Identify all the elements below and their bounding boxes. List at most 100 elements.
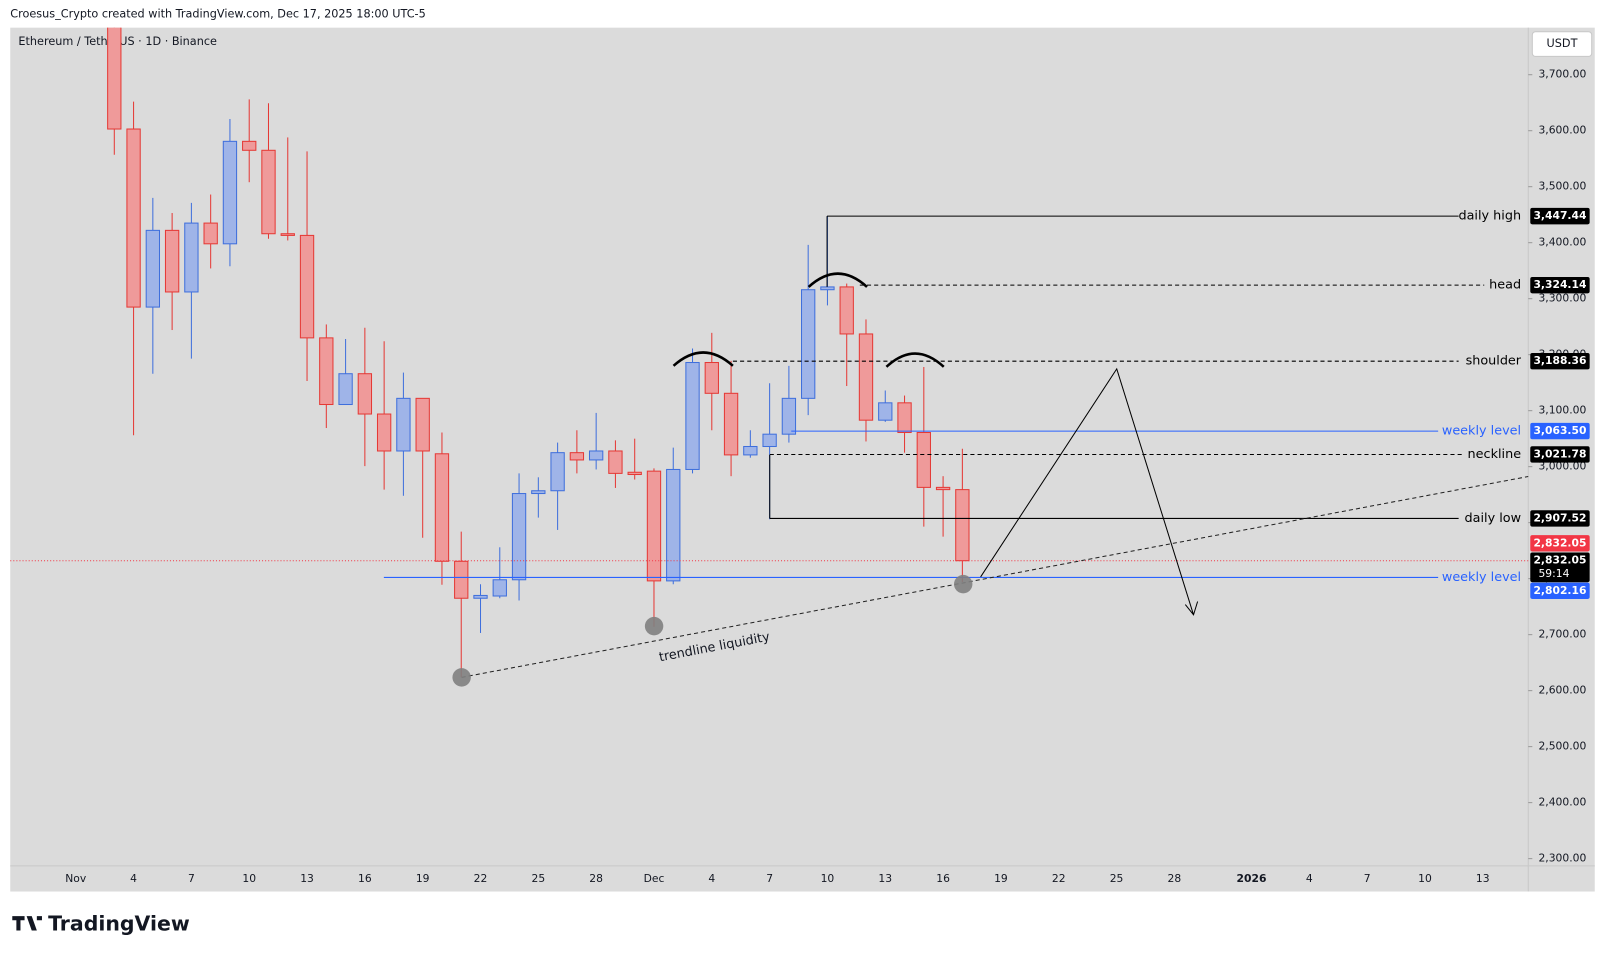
candle-body bbox=[781, 397, 797, 435]
y-tick-label: 2,400.00 bbox=[1538, 796, 1586, 809]
candle-body bbox=[107, 27, 122, 130]
price-tag-label: 3,447.44 bbox=[1533, 209, 1586, 222]
candle-body bbox=[396, 397, 411, 452]
candle-body bbox=[473, 594, 488, 599]
candle-body bbox=[916, 431, 931, 488]
projection-arrow bbox=[980, 367, 1199, 616]
candle-body bbox=[338, 373, 353, 406]
candle-body bbox=[955, 489, 970, 562]
candle-body bbox=[280, 233, 295, 236]
candle-body bbox=[164, 229, 180, 293]
x-tick-label: 16 bbox=[358, 872, 372, 885]
candle-body bbox=[203, 222, 218, 245]
candle-body bbox=[145, 229, 161, 308]
candle-body bbox=[415, 397, 430, 452]
x-tick-label: 22 bbox=[1052, 872, 1066, 885]
x-tick-label: 28 bbox=[1168, 872, 1182, 885]
currency-box bbox=[1531, 31, 1593, 57]
y-tick-label: 3,000.00 bbox=[1538, 460, 1586, 473]
candle-body bbox=[261, 149, 276, 235]
y-tick-label: 3,600.00 bbox=[1538, 124, 1586, 137]
candle-body bbox=[723, 392, 739, 456]
price-tag-label: 3,063.50 bbox=[1533, 424, 1586, 437]
candle-body bbox=[588, 450, 604, 461]
candle-body bbox=[839, 286, 854, 335]
x-tick-label: 13 bbox=[300, 872, 314, 885]
x-tick-label: 19 bbox=[994, 872, 1008, 885]
price-tag bbox=[1530, 207, 1590, 225]
x-tick-label: 4 bbox=[708, 872, 715, 885]
candle-body bbox=[762, 433, 777, 448]
liquidity-point bbox=[953, 574, 973, 594]
price-tag-label: 2,907.52 bbox=[1533, 511, 1586, 524]
price-tag bbox=[1530, 535, 1590, 552]
candle-body bbox=[319, 337, 334, 406]
candle-body bbox=[126, 128, 141, 308]
candle-body bbox=[531, 490, 546, 495]
candle-body bbox=[376, 413, 392, 452]
candle-body bbox=[878, 402, 893, 421]
candle-body bbox=[492, 579, 507, 597]
y-tick-label: 2,300.00 bbox=[1538, 852, 1586, 865]
x-tick-label: 25 bbox=[1110, 872, 1124, 885]
x-tick-label: 13 bbox=[878, 872, 892, 885]
x-tick-label: Nov bbox=[65, 872, 87, 885]
level-label: weekly level bbox=[1442, 570, 1521, 585]
x-tick-label: 10 bbox=[242, 872, 256, 885]
level-label: neckline bbox=[1468, 447, 1522, 462]
price-tag-label: 3,021.78 bbox=[1533, 447, 1586, 460]
x-tick-label: 4 bbox=[1306, 872, 1313, 885]
candle-body bbox=[685, 361, 700, 470]
chart-background bbox=[10, 27, 1595, 892]
price-tag-label: 2,802.16 bbox=[1533, 584, 1586, 597]
x-tick-label: 7 bbox=[766, 872, 773, 885]
candle-body bbox=[627, 471, 642, 476]
x-tick-label: 7 bbox=[188, 872, 195, 885]
level-label: daily low bbox=[1465, 511, 1522, 526]
y-tick-label: 2,600.00 bbox=[1538, 684, 1586, 697]
x-tick-label: 10 bbox=[821, 872, 835, 885]
level-label: weekly level bbox=[1442, 424, 1521, 439]
candle-body bbox=[569, 452, 585, 461]
x-tick-label: 25 bbox=[531, 872, 545, 885]
x-tick-label: 2026 bbox=[1237, 872, 1267, 885]
price-tag bbox=[1530, 510, 1590, 527]
brand: TradingView bbox=[48, 911, 190, 935]
countdown: 59:14 bbox=[1538, 567, 1569, 580]
candle-body bbox=[897, 402, 912, 434]
level-label: shoulder bbox=[1466, 354, 1522, 369]
header: Croesus_Crypto created with TradingView.… bbox=[10, 7, 426, 20]
price-tag bbox=[1530, 352, 1590, 370]
x-tick-label: 22 bbox=[474, 872, 488, 885]
price-tag bbox=[1530, 552, 1590, 583]
candle-body bbox=[222, 140, 238, 245]
liquidity-point bbox=[452, 668, 471, 687]
candle-body bbox=[743, 445, 758, 456]
candle-body bbox=[820, 286, 835, 291]
price-tag bbox=[1530, 422, 1590, 440]
candle-body bbox=[935, 486, 951, 491]
price-tag bbox=[1530, 446, 1590, 463]
level-label: daily high bbox=[1458, 209, 1521, 224]
liquidity-point bbox=[644, 616, 664, 636]
y-tick-label: 3,400.00 bbox=[1538, 236, 1586, 249]
candle-body bbox=[454, 560, 469, 599]
plot bbox=[107, 27, 970, 678]
candle-body bbox=[434, 453, 450, 562]
y-tick-label: 3,700.00 bbox=[1538, 68, 1586, 81]
x-tick-label: 10 bbox=[1418, 872, 1432, 885]
price-tag-label: 2,832.05 bbox=[1533, 554, 1586, 567]
candle-body bbox=[550, 452, 565, 492]
pattern-arc bbox=[885, 352, 945, 368]
x-tick-label: Dec bbox=[644, 872, 665, 885]
x-tick-label: 16 bbox=[936, 872, 950, 885]
price-tag bbox=[1530, 582, 1590, 599]
candle-body bbox=[357, 373, 373, 415]
candle-body bbox=[666, 468, 681, 582]
trendline bbox=[461, 475, 1529, 678]
y-tick-label: 3,300.00 bbox=[1538, 292, 1586, 305]
price-tag bbox=[1530, 276, 1590, 294]
candle-body bbox=[801, 289, 816, 399]
